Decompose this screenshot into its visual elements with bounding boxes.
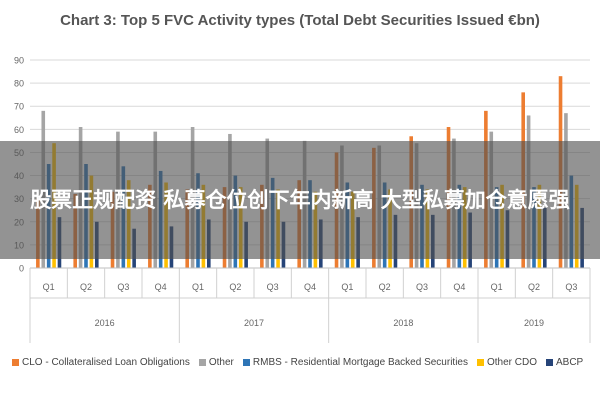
x-tick-label: Q1	[341, 282, 353, 292]
legend-label: RMBS - Residential Mortgage Backed Secur…	[252, 356, 468, 368]
x-tick-label: Q4	[453, 282, 465, 292]
legend-swatch	[12, 358, 19, 366]
legend-label: Other	[208, 356, 234, 368]
x-tick-label: Q1	[491, 282, 503, 292]
x-tick-label: Q3	[267, 282, 279, 292]
legend-item: Other	[198, 356, 234, 368]
year-label: 2018	[393, 318, 413, 328]
legend-swatch	[242, 358, 250, 366]
x-axis: Q1 Q2 Q3 Q4 Q1 Q2 Q3 Q4 Q1 Q2 Q3 Q4 Q1 Q2 Q3 2016 2017 20…	[29, 267, 591, 343]
x-tick-label: Q2	[379, 282, 391, 292]
x-tick-label: Q2	[528, 282, 540, 292]
y-tick-label: 90	[14, 56, 24, 66]
chart-title: Chart 3: Top 5 FVC Activity types (Total…	[60, 12, 540, 29]
legend-label: Other CDO	[486, 356, 537, 368]
x-tick-label: Q1	[43, 282, 55, 292]
x-tick-label: Q1	[192, 282, 204, 292]
x-tick-label: Q3	[416, 282, 428, 292]
legend-swatch	[546, 358, 553, 366]
legend-swatch	[476, 358, 484, 366]
x-tick-label: Q2	[229, 282, 241, 292]
legend-item: RMBS - Residential Mortgage Backed Secur…	[242, 356, 468, 368]
legend: CLO - Collateralised Loan Obligations Oth…	[12, 354, 597, 370]
x-tick-label: Q3	[117, 282, 129, 292]
y-tick-label: 60	[14, 125, 24, 135]
year-label: 2019	[524, 318, 544, 328]
year-label: 2016	[95, 318, 115, 328]
x-tick-label: Q4	[304, 282, 316, 292]
x-tick-label: Q4	[155, 282, 167, 292]
year-label: 2017	[244, 318, 264, 328]
x-tick-label: Q3	[565, 282, 577, 292]
legend-item: CLO - Collateralised Loan Obligations	[12, 357, 190, 368]
overlay-banner: 股票正规配资 私募仓位创下年内新高 大型私募加仓意愿强	[0, 141, 600, 259]
y-tick-label: 70	[14, 102, 24, 112]
legend-label: ABCP	[556, 356, 584, 368]
legend-item: Other CDO	[476, 356, 537, 368]
overlay-text: 股票正规配资 私募仓位创下年内新高 大型私募加仓意愿强	[30, 188, 570, 212]
legend-item: ABCP	[546, 357, 583, 368]
y-tick-label: 80	[14, 79, 24, 89]
legend-label: CLO - Collateralised Loan Obligations	[22, 356, 190, 368]
legend-swatch	[198, 358, 206, 366]
y-tick-label: 0	[19, 264, 24, 274]
x-tick-label: Q2	[80, 282, 92, 292]
